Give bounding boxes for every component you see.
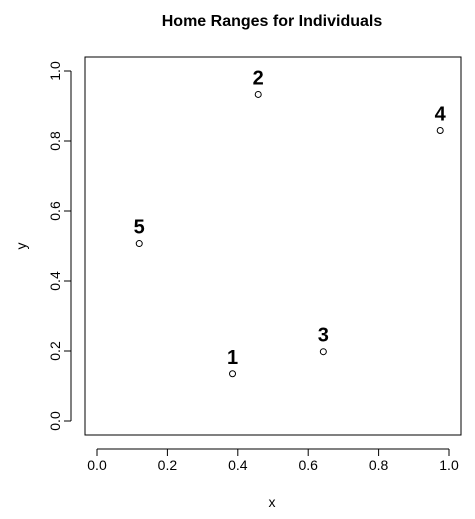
data-points: 1 2 3 4 5	[134, 67, 447, 378]
y-axis: 0.0 0.2 0.4 0.6 0.8 1.0	[47, 61, 72, 431]
point-label-1: 1	[227, 347, 238, 369]
x-tick-label: 0.8	[369, 457, 389, 473]
x-tick-label: 0.4	[228, 457, 248, 473]
data-point-5	[135, 240, 143, 248]
y-tick-label: 0.6	[47, 201, 63, 221]
chart-title: Home Ranges for Individuals	[162, 13, 383, 30]
y-tick-label: 1.0	[47, 61, 63, 81]
y-axis-label: y	[13, 243, 29, 250]
x-tick-label: 0.0	[87, 457, 107, 473]
data-point-2	[254, 90, 262, 98]
point-label-3: 3	[318, 325, 329, 347]
y-tick-label: 0.0	[47, 411, 63, 431]
x-axis-label: x	[269, 494, 276, 510]
data-point-1	[229, 370, 237, 378]
x-tick-label: 1.0	[439, 457, 459, 473]
plot-frame	[84, 56, 462, 436]
x-tick-label: 0.2	[158, 457, 178, 473]
y-tick-label: 0.2	[47, 341, 63, 361]
data-point-3	[319, 348, 327, 356]
x-axis: 0.0 0.2 0.4 0.6 0.8 1.0	[87, 448, 459, 473]
point-label-5: 5	[134, 217, 145, 239]
y-tick-label: 0.8	[47, 131, 63, 151]
x-tick-label: 0.6	[298, 457, 318, 473]
y-tick-label: 0.4	[47, 271, 63, 291]
point-label-4: 4	[435, 104, 447, 126]
point-label-2: 2	[253, 67, 264, 89]
data-point-4	[436, 127, 444, 134]
